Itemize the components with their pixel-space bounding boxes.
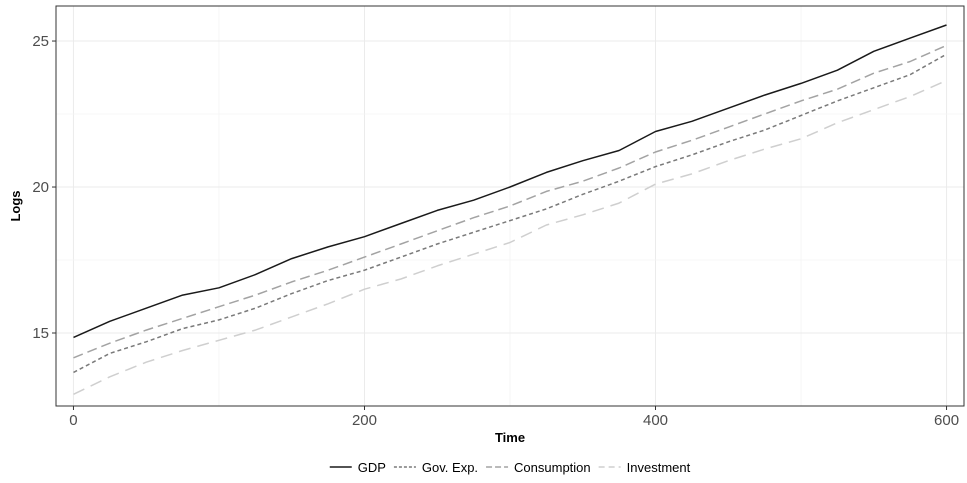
y-tick-label: 25 <box>32 33 49 50</box>
y-axis-ticks: 15 20 25 <box>32 33 56 342</box>
legend-label: GDP <box>358 460 386 475</box>
x-axis-ticks: 0 200 400 600 <box>69 406 959 429</box>
series-lines <box>73 24 947 395</box>
plot-border <box>55 5 965 407</box>
x-tick-label: 400 <box>643 412 668 429</box>
series-line <box>73 53 947 374</box>
series-line <box>73 24 947 339</box>
x-axis-title: Time <box>495 430 525 445</box>
x-tick-label: 0 <box>69 412 77 429</box>
x-tick-label: 600 <box>934 412 959 429</box>
x-tick-label: 200 <box>352 412 377 429</box>
series-line <box>73 44 947 359</box>
legend-label: Consumption <box>514 460 591 475</box>
y-tick-label: 20 <box>32 179 49 196</box>
y-tick-label: 15 <box>32 325 49 342</box>
legend-label: Gov. Exp. <box>422 460 478 475</box>
y-axis-title: Logs <box>8 190 23 221</box>
legend: GDP Gov. Exp. Consumption Investment <box>329 460 691 475</box>
series-line <box>73 79 947 395</box>
legend-label: Investment <box>627 460 691 475</box>
